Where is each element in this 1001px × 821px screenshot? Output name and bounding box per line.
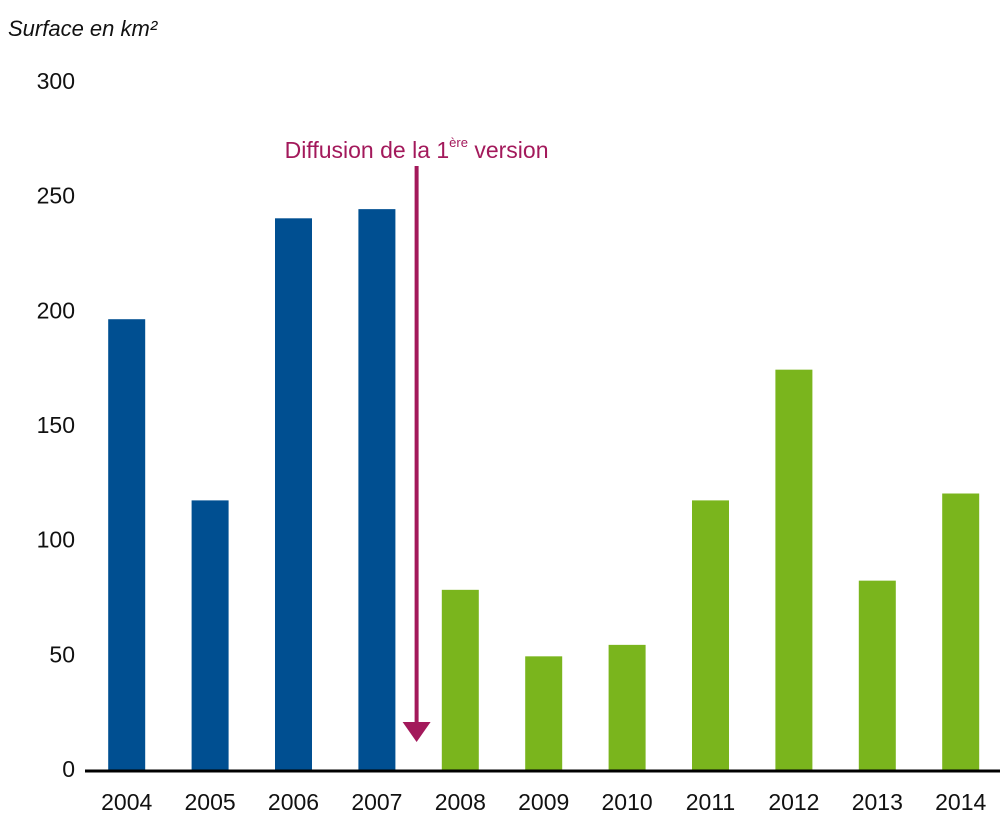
annotation-text: Diffusion de la 1 [285,137,450,163]
bar [608,644,646,771]
annotation: Diffusion de la 1ère version [285,135,549,163]
x-tick-label: 2005 [185,789,236,815]
bar [441,589,479,771]
bar [275,218,312,772]
y-tick-label: 150 [37,412,75,438]
bar [942,493,980,771]
x-tick-label: 2007 [351,789,402,815]
x-tick-label: 2009 [518,789,569,815]
x-tick-label: 2013 [852,789,903,815]
y-tick-label: 50 [49,641,75,667]
x-tick-label: 2010 [602,789,653,815]
bar [775,369,813,771]
bar [692,500,729,771]
bar [858,580,896,771]
y-tick-label: 0 [62,756,75,782]
y-tick-label: 250 [37,183,75,209]
x-tick-label: 2014 [935,789,986,815]
bar [191,500,229,771]
x-tick-label: 2008 [435,789,486,815]
annotation-suffix: version [468,137,549,163]
x-tick-label: 2011 [686,789,735,815]
annotation-superscript: ère [449,135,468,150]
bar [525,656,563,771]
x-tick-label: 2012 [768,789,819,815]
y-tick-label: 100 [37,527,75,553]
y-axis-label: Surface en km² [8,16,158,41]
x-tick-label: 2006 [268,789,319,815]
y-tick-label: 200 [37,297,75,323]
bar [358,209,396,772]
annotation-arrowhead [402,722,431,742]
x-tick-label: 2004 [101,789,152,815]
bar [108,319,146,771]
y-tick-label: 300 [37,68,75,94]
